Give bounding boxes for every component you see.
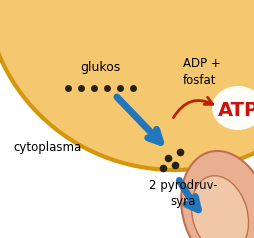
Ellipse shape xyxy=(191,176,248,238)
Text: glukos: glukos xyxy=(80,61,120,74)
Text: ATP: ATP xyxy=(217,100,254,119)
Ellipse shape xyxy=(211,86,254,130)
Ellipse shape xyxy=(180,151,254,238)
Text: ADP +
fosfat: ADP + fosfat xyxy=(182,57,220,87)
Text: cytoplasma: cytoplasma xyxy=(14,142,82,154)
Text: 2 pyrodruv-
syra: 2 pyrodruv- syra xyxy=(148,178,216,208)
Ellipse shape xyxy=(0,0,254,170)
